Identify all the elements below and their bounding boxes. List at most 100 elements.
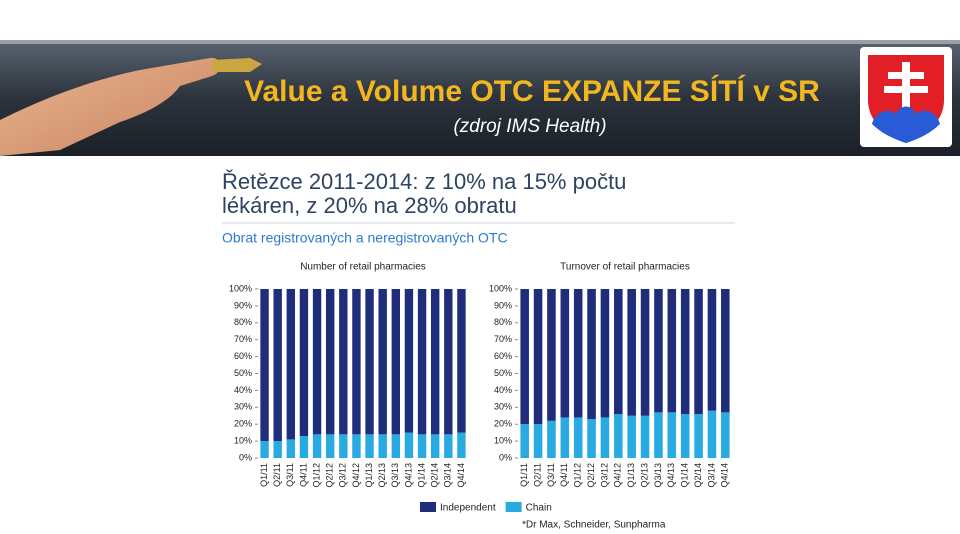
y-tick-label: 70% [234, 334, 252, 344]
bar-segment [260, 289, 269, 442]
x-tick-label: Q3/13 [653, 463, 663, 488]
y-tick-label: 30% [234, 402, 252, 412]
bar-segment [654, 289, 663, 413]
bar-segment [640, 289, 650, 416]
bar-segment [707, 410, 717, 458]
bar-segment [627, 289, 636, 416]
emblem-cross [884, 62, 928, 111]
bar-segment [614, 414, 623, 458]
chart-title: Number of retail pharmacies [300, 262, 426, 273]
x-tick-label: Q4/14 [720, 463, 730, 488]
bar-segment [707, 289, 717, 411]
bar-segment [260, 441, 269, 458]
bar-segment [680, 414, 690, 458]
bar-segment [365, 434, 374, 458]
y-tick-label: 100% [229, 283, 252, 293]
bar-segment [547, 289, 556, 421]
heading-line: lékáren, z 20% na 28% obratu [222, 193, 517, 218]
bar-segment [627, 415, 636, 458]
bar-segment [312, 434, 322, 458]
y-tick-label: 10% [234, 435, 252, 445]
x-tick-label: Q3/11 [546, 463, 556, 487]
x-tick-label: Q4/13 [403, 463, 413, 488]
y-tick-label: 80% [234, 317, 252, 327]
bar-segment [417, 289, 427, 435]
bar-segment [547, 420, 556, 458]
bar-segment [378, 289, 387, 435]
bar-segment [365, 289, 374, 435]
x-tick-label: Q3/14 [443, 463, 453, 488]
x-tick-label: Q3/11 [285, 463, 295, 487]
y-tick-label: 90% [234, 300, 252, 310]
y-tick-label: 50% [234, 368, 252, 378]
bar-segment [286, 289, 296, 440]
subheading: Obrat registrovaných a neregistrovaných … [222, 230, 508, 246]
bar-segment [417, 434, 427, 458]
bar-segment [600, 289, 610, 418]
header-edge [0, 40, 960, 44]
bar-segment [378, 434, 387, 458]
y-tick-label: 50% [494, 368, 512, 378]
bar-segment [640, 415, 650, 458]
x-tick-label: Q2/12 [586, 463, 596, 488]
bar-segment [457, 432, 466, 458]
x-tick-label: Q3/14 [706, 463, 716, 488]
x-tick-label: Q1/13 [364, 463, 374, 488]
x-tick-label: Q3/12 [338, 463, 348, 488]
bar-segment [352, 289, 361, 435]
slide-title: Value a Volume OTC EXPANZE SÍTÍ v SR [244, 74, 820, 108]
bar-segment [667, 289, 677, 413]
bar-segment [457, 289, 466, 433]
bar-segment [721, 412, 730, 458]
hand [0, 57, 221, 157]
bar-segment [391, 434, 401, 458]
x-tick-label: Q2/12 [325, 463, 335, 488]
x-tick-label: Q2/14 [693, 463, 703, 488]
bar-segment [560, 289, 570, 418]
bar-segment [312, 289, 322, 435]
y-tick-label: 40% [234, 385, 252, 395]
bar-segment [325, 434, 335, 458]
bar-segment [430, 289, 440, 435]
key [212, 58, 262, 72]
x-tick-label: Q3/12 [599, 463, 609, 488]
bar-segment [573, 289, 583, 418]
x-tick-label: Q2/14 [430, 463, 440, 488]
bar-segment [694, 414, 703, 458]
bar-segment [520, 424, 529, 458]
bar-segment [299, 436, 309, 458]
y-tick-label: 100% [489, 283, 512, 293]
x-tick-label: Q2/11 [272, 463, 282, 487]
y-tick-label: 60% [494, 351, 512, 361]
bar-segment [667, 412, 677, 458]
bar-segment [325, 289, 335, 435]
x-tick-label: Q4/14 [456, 463, 466, 488]
bar-segment [339, 289, 348, 435]
chart-title: Turnover of retail pharmacies [560, 262, 690, 273]
footnote: *Dr Max, Schneider, Sunpharma [522, 520, 666, 531]
x-tick-label: Q3/13 [390, 463, 400, 488]
legend-swatch [420, 502, 436, 512]
bar-segment [694, 289, 703, 415]
y-tick-label: 20% [234, 419, 252, 429]
x-tick-label: Q1/13 [626, 463, 636, 488]
bar-segment [444, 289, 453, 435]
bar-segment [391, 289, 401, 435]
bar-segment [614, 289, 623, 415]
y-tick-label: 80% [494, 317, 512, 327]
x-tick-label: Q1/14 [680, 463, 690, 488]
y-tick-label: 10% [494, 435, 512, 445]
slide-subtitle: (zdroj IMS Health) [453, 116, 606, 137]
y-tick-label: 90% [494, 300, 512, 310]
y-tick-label: 20% [494, 419, 512, 429]
legend-swatch [505, 502, 522, 512]
bar-segment [444, 434, 453, 458]
y-tick-label: 0% [499, 452, 512, 462]
x-tick-label: Q2/13 [639, 463, 649, 488]
x-tick-label: Q4/11 [559, 463, 569, 487]
y-tick-label: 60% [234, 351, 252, 361]
x-tick-label: Q1/11 [519, 463, 529, 487]
bar-segment [587, 419, 596, 458]
bar-segment [573, 417, 583, 458]
